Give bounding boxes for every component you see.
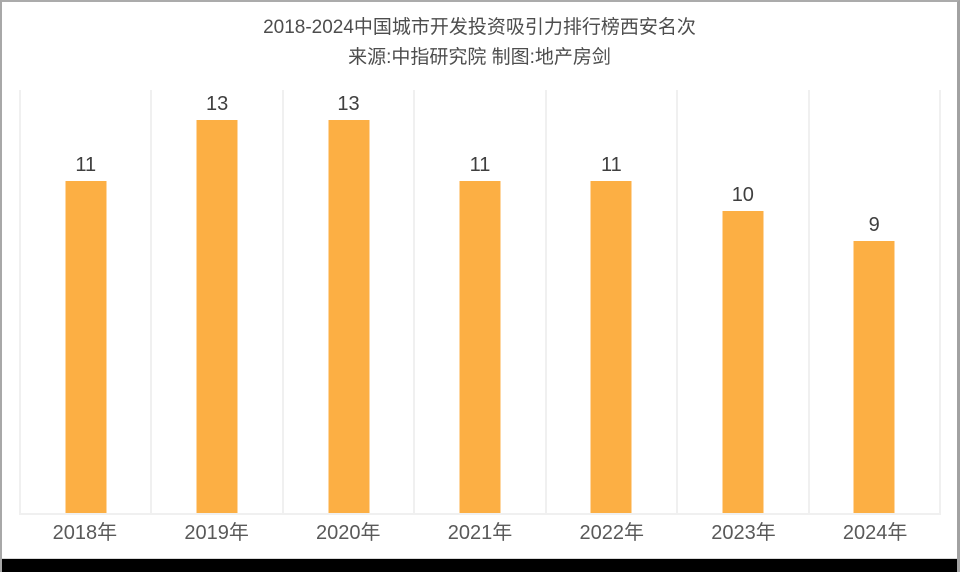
chart-column: 13 xyxy=(284,90,416,513)
x-axis-labels: 2018年 2019年 2020年 2021年 2022年 2023年 2024年 xyxy=(19,521,941,545)
chart-column: 9 xyxy=(810,90,941,513)
chart-column: 11 xyxy=(21,90,153,513)
chart-column: 11 xyxy=(415,90,547,513)
bar-2018年 xyxy=(65,181,107,513)
plot-area: 11 13 13 11 11 10 9 xyxy=(19,90,941,515)
bar-value-label: 11 xyxy=(601,154,622,176)
bar-2024年 xyxy=(853,241,895,513)
chart-column: 11 xyxy=(547,90,679,513)
bar-value-label: 10 xyxy=(731,184,754,206)
bar-2022年 xyxy=(590,181,632,513)
bottom-black-bar xyxy=(2,558,957,572)
bar-2020年 xyxy=(328,120,370,513)
bar-value-label: 11 xyxy=(75,154,97,176)
bar-value-label: 13 xyxy=(337,93,360,115)
x-axis-label: 2022年 xyxy=(579,522,644,544)
chart-subtitle: 来源:中指研究院 制图:地产房剑 xyxy=(348,47,611,68)
bar-value-label: 9 xyxy=(868,214,880,236)
x-axis-label: 2021年 xyxy=(447,522,513,544)
bar-value-label: 13 xyxy=(206,93,229,115)
bar-2023年 xyxy=(722,211,764,513)
bar-value-label: 11 xyxy=(469,154,491,176)
bar-2019年 xyxy=(196,120,238,513)
x-axis-label: 2018年 xyxy=(52,522,118,544)
x-axis-label: 2019年 xyxy=(184,522,249,544)
x-axis-label: 2020年 xyxy=(316,522,381,544)
bar-2021年 xyxy=(459,181,501,513)
chart-column: 13 xyxy=(152,90,284,513)
chart-title: 2018-2024中国城市开发投资吸引力排行榜西安名次 xyxy=(263,17,696,38)
x-axis-label: 2023年 xyxy=(711,522,776,544)
x-axis-label: 2024年 xyxy=(842,522,908,544)
chart-column: 10 xyxy=(678,90,810,513)
title-block: 2018-2024中国城市开发投资吸引力排行榜西安名次 来源:中指研究院 制图:… xyxy=(2,13,957,73)
